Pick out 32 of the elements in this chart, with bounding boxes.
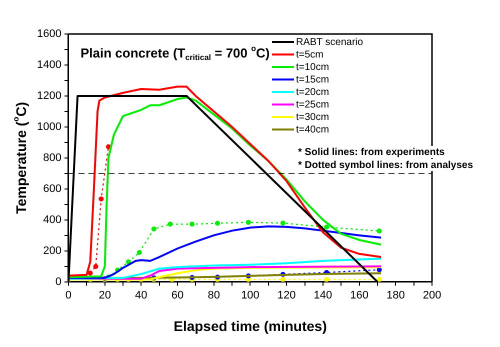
legend-label: t=10cm	[296, 62, 330, 73]
y-tick-label: 200	[43, 244, 62, 257]
y-tick-label: 0	[55, 276, 62, 288]
x-tick-label: 40	[135, 289, 148, 302]
x-tick-label: 100	[241, 289, 260, 302]
x-tick-label: 20	[98, 289, 111, 302]
legend-label: RABT scenario	[296, 36, 364, 48]
legend-label: t=30cm	[296, 112, 330, 123]
legend-label: t=5cm	[296, 49, 324, 60]
legend-label: t=15cm	[296, 74, 330, 86]
y-tick-label: 1400	[36, 59, 62, 72]
y-tick-label: 1600	[36, 28, 62, 40]
y-tick-label: 400	[43, 214, 62, 226]
x-tick-label: 180	[386, 289, 405, 302]
y-axis-title: Temperature (oC)	[12, 102, 29, 214]
annotation: * Solid lines: from experiments	[298, 146, 446, 158]
annotation: * Dotted symbol lines: from analyses	[298, 160, 474, 171]
y-tick-label: 1200	[36, 90, 62, 102]
x-tick-label: 60	[171, 289, 184, 302]
x-tick-label: 0	[65, 289, 72, 302]
y-tick-label: 600	[43, 182, 62, 195]
x-tick-label: 80	[208, 289, 220, 302]
legend-label: t=20cm	[296, 86, 330, 98]
x-tick-label: 140	[314, 289, 332, 302]
legend-label: t=25cm	[296, 99, 330, 110]
x-tick-label: 160	[350, 289, 368, 302]
y-tick-label: 800	[43, 152, 62, 164]
y-tick-label: 1000	[36, 120, 62, 133]
x-tick-label: 120	[277, 289, 296, 302]
x-tick-label: 200	[422, 289, 442, 302]
x-axis-title: Elapsed time (minutes)	[174, 318, 327, 334]
legend-label: t=40cm	[296, 124, 330, 136]
